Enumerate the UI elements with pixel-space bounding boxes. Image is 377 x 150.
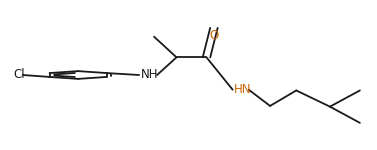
Text: O: O bbox=[209, 29, 219, 42]
Text: Cl: Cl bbox=[13, 69, 25, 81]
Text: HN: HN bbox=[234, 83, 252, 96]
Text: NH: NH bbox=[141, 69, 158, 81]
